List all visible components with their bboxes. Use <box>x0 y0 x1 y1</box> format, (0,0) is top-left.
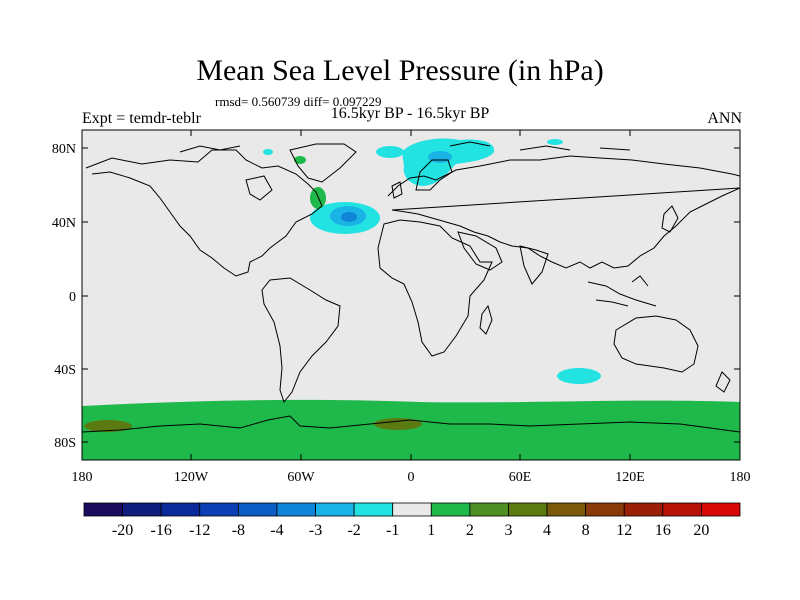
colorbar-box <box>701 502 741 517</box>
colorbar-box <box>83 502 123 517</box>
colorbar-box <box>237 502 278 517</box>
anomaly-south-indian-ocean <box>557 368 601 384</box>
lon-label-60e: 60E <box>509 470 532 485</box>
colorbar-box <box>508 502 548 517</box>
colorbar-label: -12 <box>189 522 210 539</box>
colorbar-box <box>392 502 432 517</box>
coastline-scandinavia <box>415 159 453 191</box>
lat-ticks <box>82 147 740 443</box>
coastline-australia <box>613 315 699 373</box>
colorbar-label: 3 <box>504 522 512 539</box>
colorbar-box <box>623 502 664 517</box>
colorbar-box <box>315 502 355 517</box>
coastlines <box>82 141 740 433</box>
colorbar-label: 2 <box>466 522 474 539</box>
colorbar-label: -3 <box>309 522 322 539</box>
anomaly-siberia-small <box>547 139 563 145</box>
colorbar-box <box>122 502 162 517</box>
southern-positive-band <box>82 399 740 460</box>
lon-ticks <box>190 130 631 460</box>
lon-label-180w: 180 <box>72 470 93 485</box>
colorbar-box <box>662 502 702 517</box>
colorbar-label: -1 <box>386 522 399 539</box>
colorbar-label: -2 <box>347 522 360 539</box>
season-label: ANN <box>707 110 742 127</box>
anomaly-greenland-small <box>294 156 306 164</box>
period-label: 16.5kyr BP - 16.5kyr BP <box>330 105 490 122</box>
colorbar-label: 1 <box>427 522 435 539</box>
colorbar-box <box>199 502 239 517</box>
colorbar-label: 12 <box>616 522 632 539</box>
anomaly-patch-east-antarctica <box>374 418 422 430</box>
lon-label-0: 0 <box>408 470 415 485</box>
experiment-label: Expt = temdr-teblr <box>82 110 201 127</box>
coastline-hudson-bay <box>245 175 273 201</box>
anomaly-arctic-small <box>376 146 404 158</box>
lat-label-40n: 40N <box>52 216 76 231</box>
lat-label-80s: 80S <box>54 436 76 451</box>
lon-label-120e: 120E <box>615 470 645 485</box>
colorbar-box <box>160 502 201 517</box>
colorbar-label: 4 <box>543 522 551 539</box>
coastline-south-america <box>261 277 341 404</box>
coastline-arabia <box>457 231 503 271</box>
lat-label-40s: 40S <box>54 363 76 378</box>
coastline-new-zealand <box>715 371 731 393</box>
colorbar-label: 16 <box>655 522 671 539</box>
colorbar: -20 -16 -12 -8 -4 -3 -2 -1 1 2 3 4 8 12 16 20 <box>83 502 741 539</box>
statistics-text: rmsd= 0.560739 diff= 0.097229 <box>215 94 382 109</box>
colorbar-label: -20 <box>112 522 133 539</box>
anomaly-north-atlantic-core <box>341 212 357 222</box>
colorbar-label: -16 <box>151 522 172 539</box>
colorbar-label: 8 <box>582 522 590 539</box>
coastline-africa <box>377 219 493 357</box>
anomaly-patch-west-antarctica <box>84 420 132 432</box>
anomaly-arctic-east <box>462 142 494 158</box>
anomaly-labrador <box>310 187 326 209</box>
coastline-madagascar <box>479 304 493 335</box>
coastline-antarctica <box>82 415 740 433</box>
coastline-british-isles <box>391 181 403 199</box>
coastline-india <box>519 245 549 285</box>
colorbar-box <box>585 502 625 517</box>
anomaly-greenland-small-2 <box>263 149 273 155</box>
lon-label-60w: 60W <box>287 470 315 485</box>
colorbar-box <box>276 502 316 517</box>
coastline-southeast-asia <box>587 275 657 307</box>
coastline-japan <box>661 205 679 233</box>
coastline-greenland <box>289 143 357 183</box>
colorbar-label: -4 <box>270 522 283 539</box>
lon-label-120w: 120W <box>174 470 209 485</box>
colorbar-box <box>353 502 394 517</box>
colorbar-label: 20 <box>693 522 709 539</box>
colorbar-box <box>469 502 509 517</box>
colorbar-box <box>546 502 587 517</box>
lon-label-180e: 180 <box>730 470 751 485</box>
lat-label-80n: 80N <box>52 142 76 157</box>
colorbar-box <box>430 502 471 517</box>
colorbar-label: -8 <box>232 522 245 539</box>
coastline-arctic-islands <box>179 141 631 153</box>
map-title: Mean Sea Level Pressure (in hPa) <box>196 54 604 87</box>
lat-label-0: 0 <box>69 290 76 305</box>
